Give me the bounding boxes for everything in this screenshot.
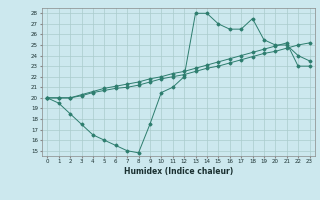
X-axis label: Humidex (Indice chaleur): Humidex (Indice chaleur) bbox=[124, 167, 233, 176]
